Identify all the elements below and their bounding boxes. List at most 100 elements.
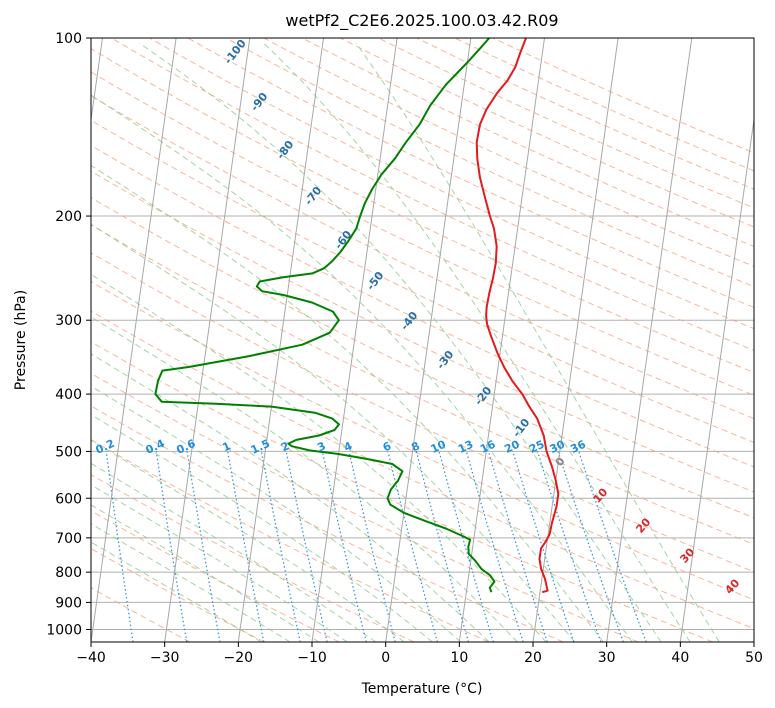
dry-adiabat-line — [91, 119, 754, 444]
mixing-ratio-line — [155, 451, 188, 642]
moist-adiabat-line — [263, 42, 691, 642]
y-tick-label: 300 — [55, 313, 82, 329]
moist-adiabat-line — [91, 439, 405, 642]
skewed-isotherms — [91, 38, 754, 642]
temperature-profile-line — [475, 38, 560, 594]
mixing-ratio-line — [227, 451, 265, 642]
moist-adiabat-line — [91, 164, 604, 642]
y-axis-ticks: 1000 900 800 700 600 500 400 300 200 100 — [46, 31, 91, 638]
mixing-ratio-line — [285, 451, 328, 642]
y-tick-label: 1000 — [46, 622, 82, 638]
dry-adiabat-line — [91, 252, 754, 573]
dry-adiabat-line — [91, 71, 754, 396]
mixing-ratio-label: 20 — [502, 438, 522, 456]
isotherm-line — [91, 38, 177, 642]
moist-adiabat-line — [91, 541, 262, 642]
dry-adiabat-line — [111, 38, 754, 351]
mixing-ratio-label: 16 — [478, 438, 498, 456]
dry-adiabat-line — [91, 224, 754, 545]
mixing-ratio-label: 13 — [456, 438, 475, 456]
mixing-ratio-line — [105, 451, 134, 642]
isotherm-line — [458, 38, 545, 642]
isotherm-line — [237, 38, 324, 642]
isotherm-line — [311, 38, 398, 642]
dry-adiabat-line — [91, 474, 415, 642]
mixing-ratio-line — [578, 451, 647, 642]
moist-adiabat-line — [91, 523, 291, 642]
dry-adiabat-line — [263, 38, 754, 267]
dry-adiabat-line — [91, 170, 754, 493]
mixing-ratio-line — [557, 451, 624, 642]
isotherm-line — [606, 38, 693, 642]
dry-adiabat-line — [91, 341, 713, 642]
mixing-ratio-line — [321, 451, 367, 642]
dry-adiabat-line — [225, 38, 754, 288]
moist-adiabat-line — [91, 385, 462, 642]
isotherm-line — [91, 38, 103, 124]
mixing-ratio-line — [348, 451, 396, 642]
x-tick-label: 0 — [381, 650, 390, 666]
x-tick-label: 40 — [671, 650, 689, 666]
dry-adiabat-line — [187, 38, 754, 309]
y-tick-label: 200 — [55, 209, 82, 225]
y-tick-label: 900 — [55, 595, 82, 611]
x-tick-label: −20 — [224, 650, 254, 666]
dry-adiabat-line — [378, 38, 754, 209]
dry-adiabat-line — [340, 38, 754, 228]
mixing-ratio-line — [488, 451, 548, 642]
isotherm-line — [385, 38, 472, 642]
y-tick-label: 800 — [55, 565, 82, 581]
dry-adiabat-line — [91, 144, 754, 468]
mixing-ratio-line — [438, 451, 494, 642]
moist-adiabat-line — [91, 353, 490, 642]
dry-adiabat-line — [91, 48, 754, 374]
moist-adiabat-line — [91, 484, 348, 642]
x-tick-label: 30 — [598, 650, 616, 666]
chart-title: wetPf2_C2E6.2025.100.03.42.R09 — [285, 11, 558, 31]
mixing-ratio-line — [186, 451, 221, 642]
dry-adiabat-line — [492, 38, 754, 154]
x-tick-label: −10 — [297, 650, 327, 666]
plot-area — [91, 38, 754, 642]
isotherm-line — [679, 115, 754, 642]
y-tick-label: 100 — [55, 31, 82, 47]
dewpoint-profile-line — [154, 38, 496, 593]
moist-adiabat-line — [91, 223, 575, 642]
mixing-ratio-line — [536, 451, 602, 642]
y-axis-label: Pressure (hPa) — [13, 290, 29, 390]
plot-frame — [90, 37, 755, 643]
x-tick-label: 10 — [450, 650, 468, 666]
dry-adiabat-line — [416, 38, 754, 190]
mixing-ratio-label: 25 — [527, 438, 546, 456]
x-tick-label: 50 — [745, 650, 763, 666]
profile-series — [154, 38, 560, 594]
x-axis-label: Temperature (°C) — [361, 681, 483, 697]
x-tick-label: −30 — [150, 650, 180, 666]
dry-adiabat-line — [91, 95, 754, 420]
moist-adiabats — [91, 42, 720, 642]
moist-adiabat-line — [91, 94, 633, 642]
moist-adiabat-line — [91, 462, 377, 642]
y-tick-label: 600 — [55, 491, 82, 507]
isotherm-line — [164, 38, 251, 642]
y-tick-label: 500 — [55, 444, 82, 460]
dry-adiabat-line — [149, 38, 754, 330]
moist-adiabat-line — [139, 42, 662, 642]
moist-adiabat-line — [91, 273, 547, 642]
mixing-ratio-label: 30 — [548, 438, 568, 456]
mixing-ratio-label: 10 — [429, 438, 449, 456]
x-tick-label: −40 — [76, 650, 106, 666]
dry-adiabat-line — [301, 38, 754, 248]
x-tick-label: 20 — [524, 650, 542, 666]
mixing-ratio-line — [465, 451, 524, 642]
y-tick-label: 400 — [55, 387, 82, 403]
y-tick-label: 700 — [55, 531, 82, 547]
mixing-ratio-line — [260, 451, 301, 642]
mixing-ratio-line — [415, 451, 470, 642]
x-axis-ticks: −40 −30 −20 −10 0 10 20 30 40 50 — [76, 642, 763, 666]
isotherm-line — [753, 638, 754, 642]
mixing-ratio-label: 36 — [568, 438, 588, 456]
dry-adiabat-line — [91, 439, 489, 642]
isotherm-line — [532, 38, 619, 642]
